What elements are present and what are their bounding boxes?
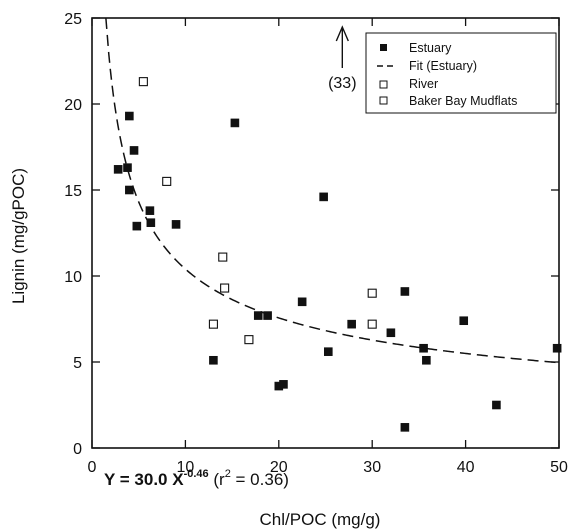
x-axis-ticks: 0 10 20 30 40 50	[88, 18, 568, 476]
estuary-point	[386, 328, 396, 338]
estuary-point	[209, 355, 218, 365]
estuary-point	[400, 423, 410, 432]
x-tick-label: 50	[550, 459, 568, 476]
estuary-point	[422, 355, 431, 365]
legend-box	[365, 32, 557, 114]
y-tick-label: 5	[73, 355, 82, 372]
legend-label-estuary: Estuary	[409, 41, 452, 55]
river-point	[138, 77, 148, 87]
y-axis-label: Lignin (mg/gPOC)	[9, 168, 28, 304]
x-axis-label: Chl/POC (mg/g)	[260, 510, 381, 529]
estuary-point	[123, 163, 132, 172]
estuary-point	[552, 343, 562, 353]
river-point	[244, 335, 254, 345]
estuary-point	[492, 400, 501, 410]
plot-frame	[91, 17, 560, 449]
y-axis-ticks: 0 5 10 15 20 25	[64, 11, 559, 458]
up-arrow-icon	[335, 25, 349, 68]
offscale-annotation: (33)	[328, 25, 357, 92]
estuary-point	[324, 347, 333, 356]
estuary-point	[459, 316, 469, 326]
y-tick-label: 20	[64, 97, 82, 114]
equation-exponent: -0.46	[184, 468, 209, 480]
legend: Estuary Fit (Estuary) River Baker Bay Mu…	[365, 32, 557, 114]
estuary-point	[146, 218, 156, 227]
estuary-point	[319, 192, 328, 202]
equation-lhs: Y = 30.0 X	[104, 470, 184, 489]
estuary-point	[145, 206, 155, 215]
estuary-point	[253, 311, 263, 320]
legend-label-river: River	[409, 77, 438, 91]
estuary-point	[230, 118, 240, 128]
equation-r-close: = 0.36)	[231, 470, 289, 489]
estuary-point	[263, 311, 272, 320]
estuary-point	[125, 111, 134, 121]
legend-marker-baker-bay	[379, 96, 388, 105]
x-tick-label: 20	[270, 459, 288, 476]
estuary-point	[400, 287, 410, 296]
legend-label-fit: Fit (Estuary)	[409, 59, 477, 73]
estuary-point	[279, 380, 288, 389]
legend-marker-river	[379, 80, 388, 89]
x-tick-label: 0	[88, 459, 97, 476]
river-point	[208, 319, 218, 329]
river-point	[367, 288, 377, 298]
legend-label-baker-bay: Baker Bay Mudflats	[409, 94, 517, 108]
regression-equation: Y = 30.0 X-0.46 (r2 = 0.36)	[104, 468, 289, 489]
estuary-point	[113, 165, 123, 174]
estuary-point	[125, 185, 134, 195]
y-tick-label: 25	[64, 11, 82, 28]
estuary-point	[347, 319, 356, 329]
x-tick-label: 10	[177, 459, 195, 476]
estuary-point	[171, 220, 181, 229]
offscale-value-label: (33)	[328, 75, 356, 92]
plot-border	[91, 17, 560, 449]
y-tick-label: 0	[73, 441, 82, 458]
river-point	[367, 319, 377, 329]
x-tick-label: 40	[457, 459, 475, 476]
estuary-point	[419, 343, 428, 353]
fit-curve-line	[105, 17, 560, 364]
estuary-point	[132, 221, 142, 231]
estuary-point	[297, 297, 307, 307]
data-points-layer	[113, 77, 562, 432]
river-point	[220, 283, 230, 293]
x-tick-label: 30	[363, 459, 381, 476]
up-arrow-head	[335, 25, 349, 42]
y-tick-label: 15	[64, 183, 82, 200]
estuary-point	[129, 146, 139, 155]
river-point	[218, 252, 228, 262]
y-tick-label: 10	[64, 269, 82, 286]
equation-r-open: (r	[209, 470, 225, 489]
equation-r-exponent: 2	[225, 468, 231, 480]
fit-curve-layer	[105, 17, 560, 364]
river-point	[162, 176, 172, 186]
legend-marker-estuary	[380, 44, 387, 51]
